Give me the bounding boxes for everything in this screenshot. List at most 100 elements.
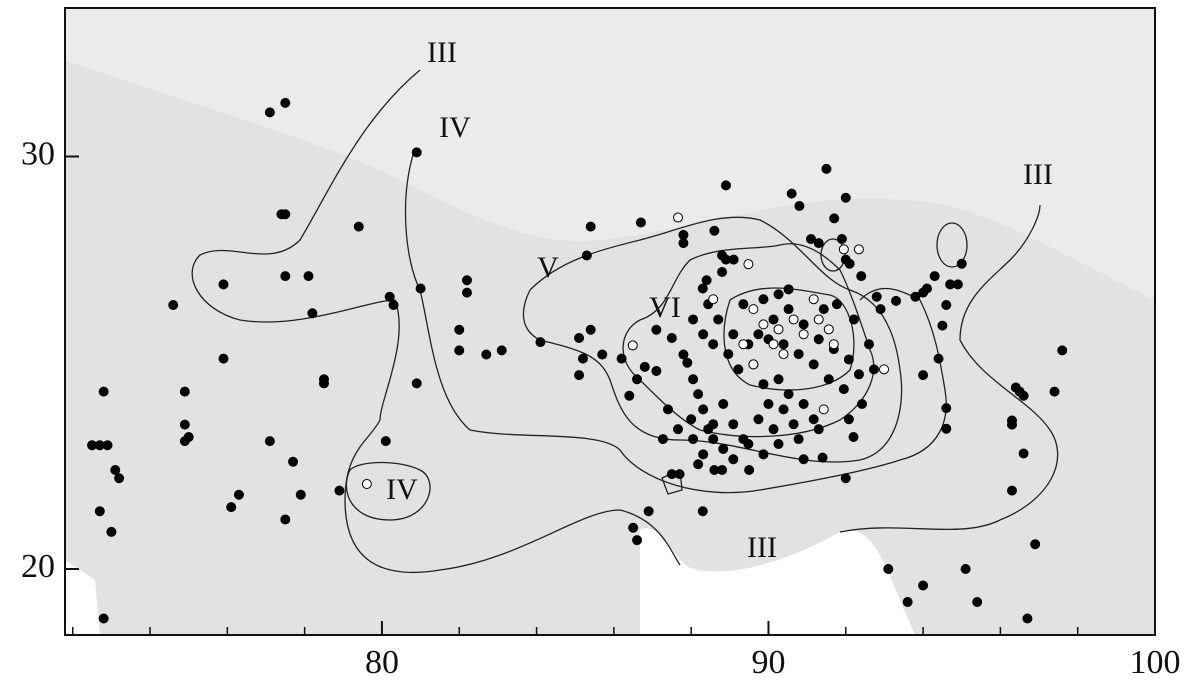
epicenter <box>694 460 703 469</box>
epicenter <box>961 565 970 574</box>
epicenter <box>1050 387 1059 396</box>
epicenter <box>180 437 189 446</box>
epicenter <box>754 330 763 339</box>
epicenter <box>1019 391 1028 400</box>
epicenter <box>663 405 672 414</box>
epicenter <box>784 305 793 314</box>
epicenter <box>799 455 808 464</box>
zone-label: IV <box>439 111 471 144</box>
epicenter <box>667 334 676 343</box>
epicenter <box>934 354 943 363</box>
epicenter <box>749 360 758 369</box>
epicenter <box>880 365 889 374</box>
epicenter <box>536 338 545 347</box>
epicenter <box>281 272 290 281</box>
epicenter <box>724 350 733 359</box>
epicenter <box>219 354 228 363</box>
epicenter <box>265 108 274 117</box>
epicenter <box>698 284 707 293</box>
epicenter <box>849 315 858 324</box>
epicenter <box>718 268 727 277</box>
epicenter <box>814 239 823 248</box>
epicenter <box>749 305 758 314</box>
epicenter <box>739 300 748 309</box>
epicenter <box>694 390 703 399</box>
epicenter <box>482 350 491 359</box>
epicenter <box>745 466 754 475</box>
epicenter <box>99 387 108 396</box>
epicenter <box>709 435 718 444</box>
epicenter <box>818 453 827 462</box>
epicenter <box>234 490 243 499</box>
epicenter <box>702 276 711 285</box>
epicenter <box>849 433 858 442</box>
epicenter <box>679 239 688 248</box>
epicenter <box>578 354 587 363</box>
epicenter <box>180 420 189 429</box>
epicenter <box>953 280 962 289</box>
epicenter <box>795 202 804 211</box>
epicenter <box>644 507 653 516</box>
epicenter <box>824 325 833 334</box>
epicenter <box>462 276 471 285</box>
epicenter <box>829 340 838 349</box>
epicenter <box>942 404 951 413</box>
epicenter <box>625 391 634 400</box>
epicenter <box>389 301 398 310</box>
epicenter <box>864 340 873 349</box>
epicenter <box>769 315 778 324</box>
epicenter <box>412 148 421 157</box>
epicenter <box>769 425 778 434</box>
epicenter <box>689 435 698 444</box>
epicenter <box>107 527 116 536</box>
epicenter <box>633 375 642 384</box>
epicenter <box>319 379 328 388</box>
epicenter <box>699 450 708 459</box>
epicenter <box>598 350 607 359</box>
epicenter <box>1023 614 1032 623</box>
epicenter <box>884 565 893 574</box>
epicenter <box>628 341 637 350</box>
epicenter <box>957 259 966 268</box>
epicenter <box>582 251 591 260</box>
terrain <box>65 8 1155 635</box>
epicenter <box>837 235 846 244</box>
epicenter <box>799 400 808 409</box>
epicenter <box>115 474 124 483</box>
zone-label: III <box>1023 158 1053 191</box>
epicenter <box>683 358 692 367</box>
epicenter <box>839 385 848 394</box>
epicenter <box>412 379 421 388</box>
epicenter <box>784 285 793 294</box>
epicenter <box>779 405 788 414</box>
epicenter <box>335 486 344 495</box>
y-tick-label: 30 <box>21 135 55 172</box>
epicenter <box>876 305 885 314</box>
epicenter <box>869 365 878 374</box>
epicenter <box>575 371 584 380</box>
zone-label: III <box>747 531 777 564</box>
epicenter <box>629 523 638 532</box>
epicenter <box>729 255 738 264</box>
x-tick-label: 80 <box>365 644 399 681</box>
epicenter <box>759 450 768 459</box>
epicenter <box>744 260 753 269</box>
epicenter <box>814 335 823 344</box>
epicenter <box>416 284 425 293</box>
epicenter <box>799 320 808 329</box>
epicenter <box>617 354 626 363</box>
epicenter <box>99 614 108 623</box>
epicenter <box>679 350 688 359</box>
epicenter <box>930 272 939 281</box>
epicenter <box>841 193 850 202</box>
epicenter <box>709 340 718 349</box>
epicenter <box>709 420 718 429</box>
epicenter <box>227 503 236 512</box>
epicenter <box>759 380 768 389</box>
epicenter <box>759 320 768 329</box>
epicenter <box>774 290 783 299</box>
epicenter <box>799 330 808 339</box>
epicenter <box>304 272 313 281</box>
epicenter <box>832 300 841 309</box>
epicenter <box>1031 540 1040 549</box>
